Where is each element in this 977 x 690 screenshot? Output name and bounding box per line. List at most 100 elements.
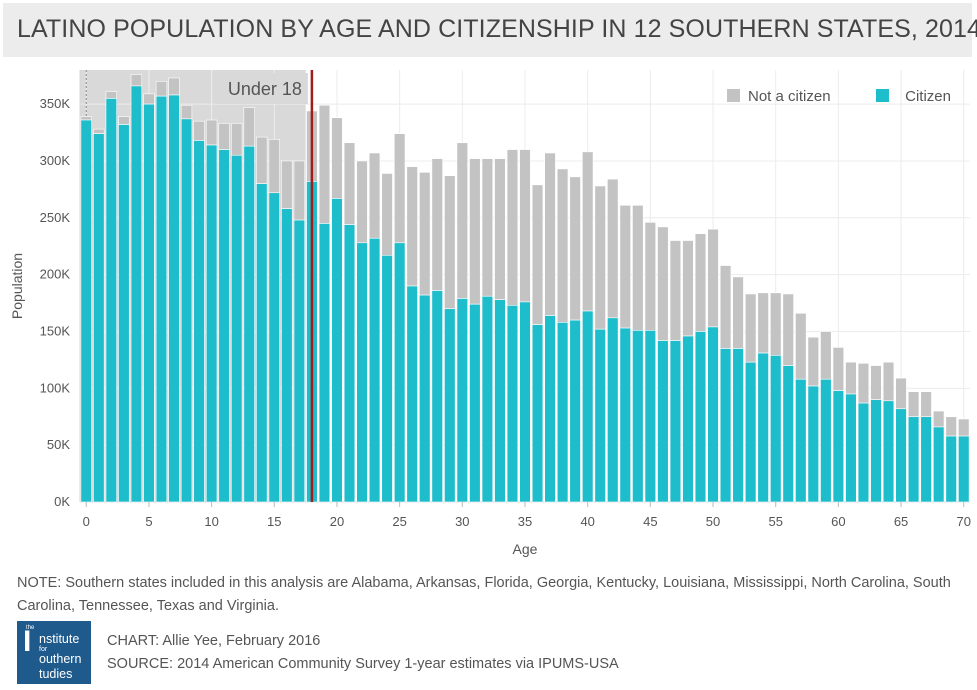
bar-not-citizen [143, 93, 155, 105]
bar-not-citizen [920, 391, 932, 418]
bar-not-citizen [243, 107, 255, 147]
bar-citizen [481, 295, 494, 503]
bar-not-citizen [293, 160, 306, 221]
bar-not-citizen [694, 233, 707, 332]
bar-not-citizen [168, 77, 180, 96]
bar-not-citizen [619, 204, 631, 329]
bar-citizen [393, 242, 406, 503]
bar-citizen [456, 298, 468, 503]
bar-not-citizen [368, 152, 381, 239]
y-tick-label: 250K [40, 210, 71, 225]
x-tick-label: 25 [392, 514, 406, 529]
bar-citizen [318, 223, 331, 503]
bar-not-citizen [682, 240, 694, 337]
bar-citizen [744, 361, 757, 503]
bar-not-citizen [180, 104, 193, 120]
bar-not-citizen [807, 336, 819, 387]
bar-not-citizen [907, 391, 920, 418]
y-tick-label: 100K [40, 380, 71, 395]
bar-not-citizen [782, 293, 794, 366]
y-tick-label: 200K [40, 267, 71, 282]
bar-citizen [519, 301, 531, 503]
bar-not-citizen [632, 204, 644, 331]
bar-citizen [958, 435, 970, 503]
bar-not-citizen [820, 331, 832, 380]
bar-not-citizen [406, 166, 418, 287]
legend-label-not-citizen: Not a citizen [748, 88, 831, 105]
chart-area[interactable]: 0K 50K 100K 150K 200K 250K 300K 350K Under 18 0 5 1… [0, 60, 977, 568]
bar-not-citizen [582, 151, 594, 312]
bar-not-citizen [958, 418, 970, 437]
y-axis-title: Population [9, 253, 25, 319]
x-tick-label: 35 [518, 514, 532, 529]
bar-not-citizen [732, 276, 744, 349]
bar-not-citizen [945, 416, 957, 437]
bar-citizen [607, 317, 619, 503]
bar-citizen [155, 95, 168, 503]
bar-citizen [669, 340, 682, 503]
x-tick-label: 5 [145, 514, 152, 529]
bar-citizen [105, 98, 118, 503]
bar-not-citizen [205, 119, 218, 146]
bar-not-citizen [381, 173, 393, 256]
bar-citizen [368, 237, 381, 503]
x-tick-label: 45 [643, 514, 657, 529]
bar-citizen [506, 305, 519, 503]
legend-label-citizen: Citizen [905, 88, 951, 105]
x-tick-label: 20 [330, 514, 344, 529]
bar-citizen [118, 124, 130, 503]
bar-citizen [494, 299, 506, 503]
bar-citizen [256, 183, 268, 503]
bar-not-citizen [544, 152, 556, 316]
under-18-shade [80, 70, 306, 502]
legend-swatch-citizen [876, 89, 889, 102]
bar-not-citizen [218, 123, 230, 150]
bar-not-citizen [456, 142, 468, 299]
bar-citizen [231, 154, 243, 503]
bar-not-citizen [506, 149, 519, 306]
bar-not-citizen [343, 142, 356, 225]
bar-citizen [381, 255, 393, 503]
bar-not-citizen [130, 74, 143, 87]
bar-not-citizen [393, 133, 406, 244]
bar-citizen [932, 426, 945, 503]
bar-not-citizen [770, 292, 782, 356]
bar-not-citizen [594, 185, 606, 330]
bar-not-citizen [281, 160, 293, 209]
bar-citizen [569, 319, 581, 503]
bar-citizen [594, 328, 606, 503]
bar-citizen [544, 315, 556, 503]
x-tick-label: 65 [894, 514, 908, 529]
bar-citizen [193, 140, 205, 503]
bar-citizen [732, 348, 744, 503]
legend-swatch-not-citizen [727, 89, 740, 102]
bar-citizen [331, 198, 343, 503]
bar-citizen [845, 393, 857, 503]
bar-citizen [832, 390, 845, 503]
y-tick-label: 300K [40, 153, 71, 168]
y-tick-label: 0K [54, 494, 70, 509]
bar-citizen [243, 145, 255, 503]
chart-credit: CHART: Allie Yee, February 2016 [107, 633, 321, 649]
bar-citizen [870, 399, 882, 503]
bar-not-citizen [105, 91, 118, 99]
bar-not-citizen [356, 160, 368, 244]
bar-citizen [907, 416, 920, 503]
bar-citizen [556, 322, 569, 503]
bar-citizen [619, 327, 631, 503]
bar-not-citizen [431, 158, 443, 291]
bar-citizen [356, 242, 368, 503]
y-tick-label: 50K [47, 437, 70, 452]
institute-logo: the I nstitute for outhern tudies [17, 621, 91, 684]
bar-citizen [920, 416, 932, 503]
bar-citizen [143, 103, 155, 503]
y-tick-label: 350K [40, 96, 71, 111]
bar-citizen [895, 408, 907, 503]
bar-not-citizen [494, 158, 506, 300]
bar-not-citizen [845, 361, 857, 395]
bar-not-citizen [757, 292, 769, 354]
bar-citizen [795, 378, 807, 503]
bar-not-citizen [607, 178, 619, 319]
bar-citizen [268, 192, 280, 503]
bar-citizen [644, 330, 657, 503]
